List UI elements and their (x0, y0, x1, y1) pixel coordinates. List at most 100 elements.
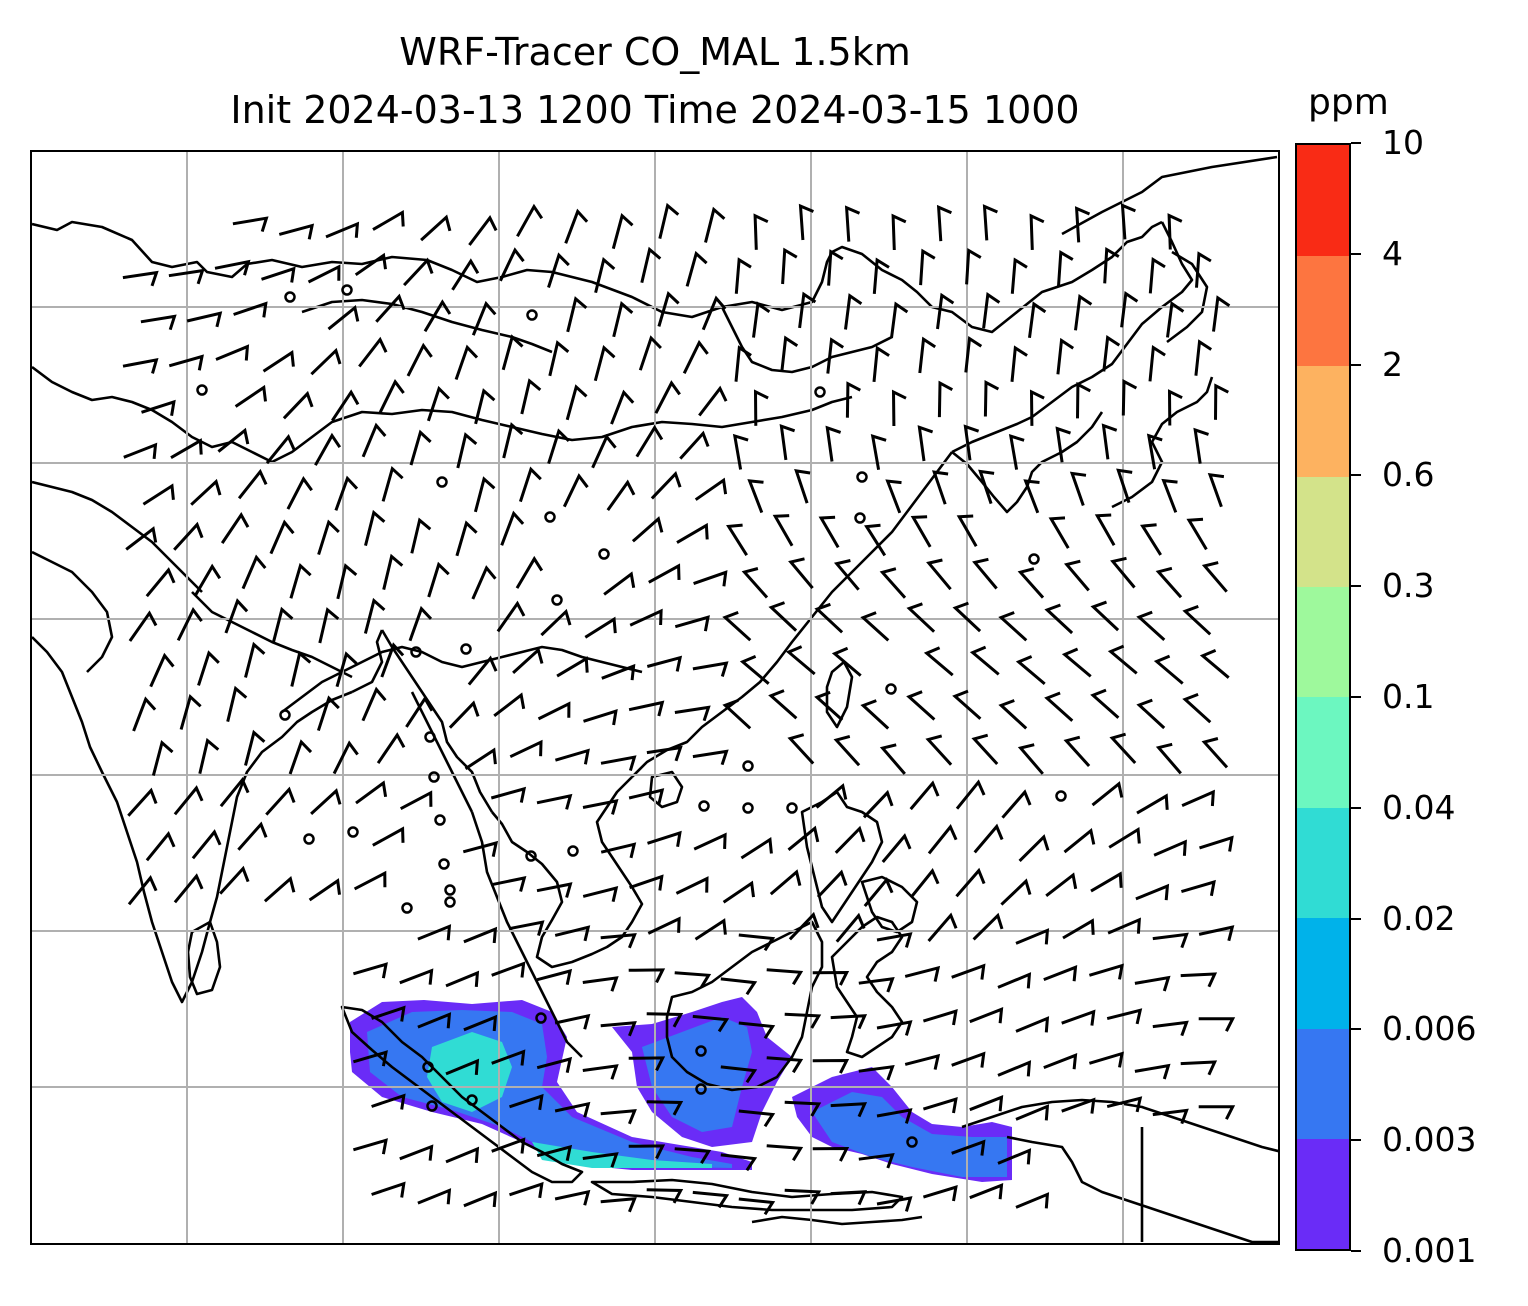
wind-barb (753, 213, 769, 250)
wind-barb (278, 223, 315, 240)
wind-barb (881, 833, 912, 863)
wind-barb (785, 645, 816, 676)
wind-barb (314, 432, 342, 466)
wind-barb (955, 867, 986, 898)
wind-barb (1167, 389, 1183, 426)
wind-barb (600, 755, 637, 772)
wind-barb (788, 911, 820, 941)
wind-barb (1182, 604, 1212, 636)
wind-barb (628, 1144, 666, 1160)
wind-barb (371, 1093, 406, 1110)
colorbar-label: 4 (1382, 233, 1403, 273)
calm-wind-circle (695, 1045, 707, 1057)
wind-barb (509, 739, 543, 759)
wind-barb (335, 651, 358, 688)
wind-barb (226, 685, 248, 722)
wind-barb (860, 611, 890, 642)
wind-barb (331, 389, 360, 422)
wind-barb (1134, 1063, 1171, 1080)
wind-barb (1029, 213, 1045, 250)
calm-wind-circle (422, 1061, 434, 1073)
calm-wind-circle (444, 884, 456, 896)
wind-barb (798, 203, 814, 241)
wind-barb (355, 780, 388, 805)
calm-wind-circle (460, 643, 472, 655)
wind-barb (219, 865, 250, 895)
wind-barb (844, 293, 863, 330)
wind-barb (879, 567, 907, 599)
wind-barb (353, 870, 387, 891)
wind-barb (925, 734, 953, 766)
wind-barb (698, 385, 728, 417)
coast-java (590, 1178, 904, 1212)
calm-wind-circle (436, 476, 448, 488)
wind-barb (732, 433, 749, 470)
wind-barb (454, 344, 479, 380)
wind-barb (173, 785, 204, 816)
wind-barb (1180, 1060, 1218, 1076)
wind-barb (1140, 523, 1162, 556)
wind-barb (282, 390, 314, 420)
wind-barb (193, 563, 222, 597)
colorbar-label: 0.3 (1382, 566, 1435, 606)
wind-barb (516, 203, 544, 238)
colorbar (1295, 143, 1351, 1251)
wind-barb (1015, 928, 1050, 945)
border-central-asia (32, 480, 203, 593)
wind-barb (844, 205, 861, 242)
wind-barb (1057, 249, 1074, 287)
colorbar-label: 0.1 (1382, 677, 1435, 716)
wind-barb (1074, 206, 1091, 243)
wind-barb (547, 252, 570, 288)
wind-barb (694, 477, 728, 501)
coast-borneo (665, 920, 824, 1092)
map-panel[interactable] (30, 150, 1280, 1245)
colorbar-tick (1351, 1028, 1361, 1031)
wind-barb (375, 293, 406, 323)
wind-barb (739, 655, 770, 685)
wind-barb (451, 258, 480, 291)
wind-barb (923, 646, 954, 677)
border-himalaya (191, 591, 353, 679)
wind-barb (600, 1021, 637, 1037)
colorbar-tick (1351, 1139, 1361, 1142)
wind-barb (876, 932, 913, 948)
wind-barb (891, 213, 907, 251)
colorbar-label: 0.006 (1382, 1009, 1477, 1049)
wind-barb (1146, 433, 1163, 470)
colorbar-tick (1351, 474, 1361, 477)
wind-barb (1056, 337, 1075, 375)
colorbar-segment (1297, 255, 1349, 367)
wind-barb (740, 837, 773, 860)
wind-barb (420, 214, 452, 242)
wind-barb (132, 696, 157, 732)
wind-barb (427, 561, 450, 598)
wind-barb (1088, 1051, 1124, 1068)
wind-barb (261, 266, 296, 283)
wind-barb (564, 208, 589, 244)
wind-barb (631, 516, 664, 543)
wind-barb (448, 700, 480, 729)
wind-barb (317, 519, 340, 556)
wind-barb (1166, 300, 1185, 338)
calm-wind-circle (303, 833, 315, 845)
wind-barb (787, 825, 820, 851)
wind-barb (509, 1093, 544, 1111)
wind-barb (747, 479, 764, 514)
wind-barb (237, 468, 268, 500)
wind-barb (265, 786, 296, 816)
wind-barb (1106, 1096, 1143, 1113)
wind-barb (1048, 516, 1070, 549)
wind-barb (594, 256, 616, 294)
wind-barb (127, 875, 158, 906)
wind-barb (547, 428, 570, 465)
wind-barb (909, 780, 940, 811)
gridlines (32, 152, 1278, 1243)
wind-barb (288, 739, 313, 775)
wind-barb (1061, 647, 1092, 678)
colorbar-segment (1297, 807, 1349, 919)
wind-barb (1136, 793, 1169, 815)
wind-barb (190, 478, 222, 506)
wind-barb (491, 1049, 526, 1066)
wind-barb (845, 381, 861, 418)
